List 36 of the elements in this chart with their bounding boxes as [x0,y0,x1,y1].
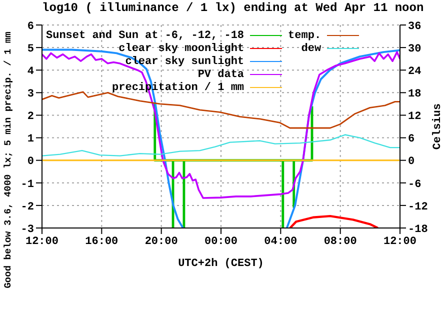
y2-tick-label: 24 [408,66,422,78]
legend-label: clear sky moonlight [118,42,244,54]
x-axis-title: UTC+2h (CEST) [178,258,264,270]
legend-label: temp. [288,30,322,42]
y-tick-label: 4 [27,66,34,78]
legend-label: PV data [198,68,244,80]
y-tick-label: -3 [20,224,34,236]
x-tick-label: 12:00 [25,236,59,248]
y-tick-label: -1 [20,178,34,191]
y2-tick-label: -18 [408,224,428,236]
y2-tick-label: -6 [408,178,422,191]
y2-tick-label: 0 [408,156,415,168]
x-tick-label: 20:00 [144,236,178,248]
y-tick-label: 0 [27,156,34,168]
legend-label: Sunset and Sun at -6, -12, -18 [46,30,244,42]
y2-tick-label: 12 [408,111,422,124]
y2-tick-label: -12 [408,201,428,214]
x-tick-label: 12:00 [383,236,417,248]
y-tick-label: 2 [27,111,34,124]
y2-tick-label: 30 [408,43,422,56]
y-tick-label: -2 [20,201,34,214]
y-axis-title: Good below 3.6, 4000 lx; 5 min precip. / 1 mm [2,31,14,288]
x-tick-label: 08:00 [324,236,357,248]
x-tick-label: 04:00 [264,236,298,248]
y2-tick-label: 18 [408,88,422,101]
x-tick-label: 16:00 [85,236,118,248]
y-tick-label: 5 [27,43,34,56]
chart-title: log10 ( illuminance / 1 lx) ending at Wed Apr 11 noon [42,1,424,15]
y-tick-label: 6 [27,20,34,33]
y-tick-label: 1 [27,134,34,146]
y-tick-label: 3 [27,88,34,101]
legend-label: dew [301,42,322,54]
y2-tick-label: 6 [408,134,415,146]
y2-axis-title: Celsius [432,103,444,150]
x-tick-label: 00:00 [204,236,238,248]
y2-tick-label: 36 [408,20,422,33]
